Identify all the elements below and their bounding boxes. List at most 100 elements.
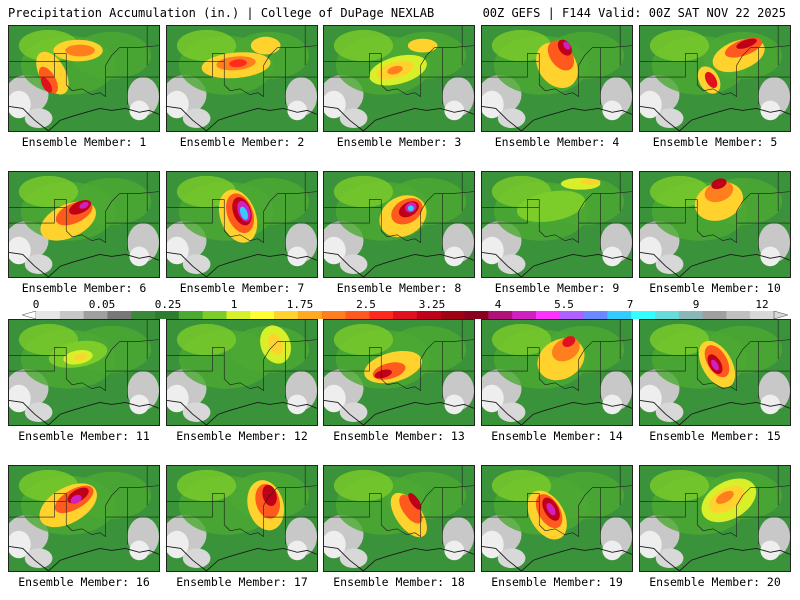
ensemble-member-label: Ensemble Member: 14 [491, 429, 623, 443]
ensemble-map-panel [639, 25, 791, 132]
dry-area [182, 108, 211, 129]
colorbar-swatch [583, 311, 608, 319]
dry-area [760, 100, 781, 121]
colorbar-swatch [369, 311, 394, 319]
precip-map [324, 172, 474, 277]
state-border [65, 53, 106, 97]
coastline [9, 546, 159, 571]
dry-area [182, 402, 211, 423]
light-precip-area [333, 175, 394, 208]
dry-area [760, 540, 781, 561]
colorbar-tick-label: 2.5 [356, 298, 376, 311]
colorbar-swatch [36, 311, 61, 319]
coastline [640, 400, 790, 425]
coastline [324, 400, 474, 425]
state-border [380, 199, 421, 243]
ensemble-map-panel [481, 465, 633, 572]
light-precip-area [649, 469, 710, 502]
colorbar-swatch [345, 311, 370, 319]
state-border [380, 53, 421, 97]
coastline [482, 546, 632, 571]
dry-area [497, 254, 526, 275]
coastline [640, 546, 790, 571]
precip-contour [70, 494, 82, 504]
state-border [9, 493, 67, 518]
ensemble-map-panel [323, 465, 475, 572]
dry-area [444, 100, 465, 121]
dry-area [655, 548, 684, 569]
state-border [167, 199, 225, 224]
colorbar-swatch [226, 311, 251, 319]
state-border [223, 347, 264, 391]
colorbar-swatch [535, 311, 561, 319]
colorbar-swatch [702, 311, 727, 319]
state-border [434, 45, 474, 48]
dry-area [339, 402, 368, 423]
state-border [167, 53, 225, 78]
dry-area [602, 394, 623, 415]
ensemble-member-label: Ensemble Member: 18 [333, 575, 465, 589]
precip-contour [40, 76, 53, 93]
colorbar-tick-label: 9 [692, 298, 700, 311]
light-precip-area [333, 469, 394, 502]
state-border [482, 199, 540, 224]
precip-contour [711, 359, 719, 371]
precip-contour [562, 336, 576, 348]
dry-area [129, 246, 150, 267]
coastline [9, 106, 159, 131]
state-border [736, 341, 751, 391]
dry-area [444, 394, 465, 415]
state-border [380, 493, 421, 537]
colorbar-swatch [393, 311, 418, 319]
state-border [223, 199, 264, 243]
coastline [640, 252, 790, 277]
state-border [434, 339, 474, 342]
colorbar-swatch [726, 311, 751, 319]
precip-map [167, 320, 317, 425]
colorbar-tick-label: 0.25 [154, 298, 182, 311]
precip-map [9, 466, 159, 571]
colorbar-tick-label: 4 [494, 298, 502, 311]
state-border [420, 487, 435, 537]
precip-contour [580, 178, 601, 185]
state-border [420, 341, 435, 391]
precip-contour [516, 190, 586, 223]
ensemble-map-panel [8, 171, 160, 278]
dry-area [24, 548, 53, 569]
state-border [223, 493, 264, 537]
ensemble-map-panel [323, 25, 475, 132]
ensemble-map-panel [8, 465, 160, 572]
ensemble-member-label: Ensemble Member: 5 [652, 135, 778, 149]
colorbar-swatch [631, 311, 656, 319]
precip-map [324, 466, 474, 571]
colorbar-tick-label: 5.5 [554, 298, 574, 311]
precip-contour [65, 44, 95, 57]
state-border [420, 47, 435, 97]
colorbar-swatch [559, 311, 585, 319]
ensemble-map-panel [323, 171, 475, 278]
coastline [324, 546, 474, 571]
state-border [9, 53, 67, 78]
state-border [119, 339, 159, 342]
state-border [750, 191, 790, 194]
state-border [119, 45, 159, 48]
colorbar-arrow-right [773, 311, 788, 319]
dry-area [24, 402, 53, 423]
state-border [119, 191, 159, 194]
precip-contour [250, 36, 281, 55]
colorbar-tick-label: 1.75 [286, 298, 314, 311]
colorbar-tick-label: 0.05 [88, 298, 116, 311]
ensemble-map-panel [639, 319, 791, 426]
dry-area [287, 540, 308, 561]
state-border [277, 485, 317, 488]
light-precip-area [176, 469, 237, 502]
coastline [324, 106, 474, 131]
state-border [263, 47, 278, 97]
dry-area [497, 548, 526, 569]
precip-contour [715, 490, 734, 504]
precip-contour [736, 38, 757, 49]
ensemble-member-label: Ensemble Member: 17 [176, 575, 308, 589]
colorbar-tick-label: 7 [626, 298, 634, 311]
colorbar-swatch [250, 311, 275, 319]
coastline [640, 106, 790, 131]
